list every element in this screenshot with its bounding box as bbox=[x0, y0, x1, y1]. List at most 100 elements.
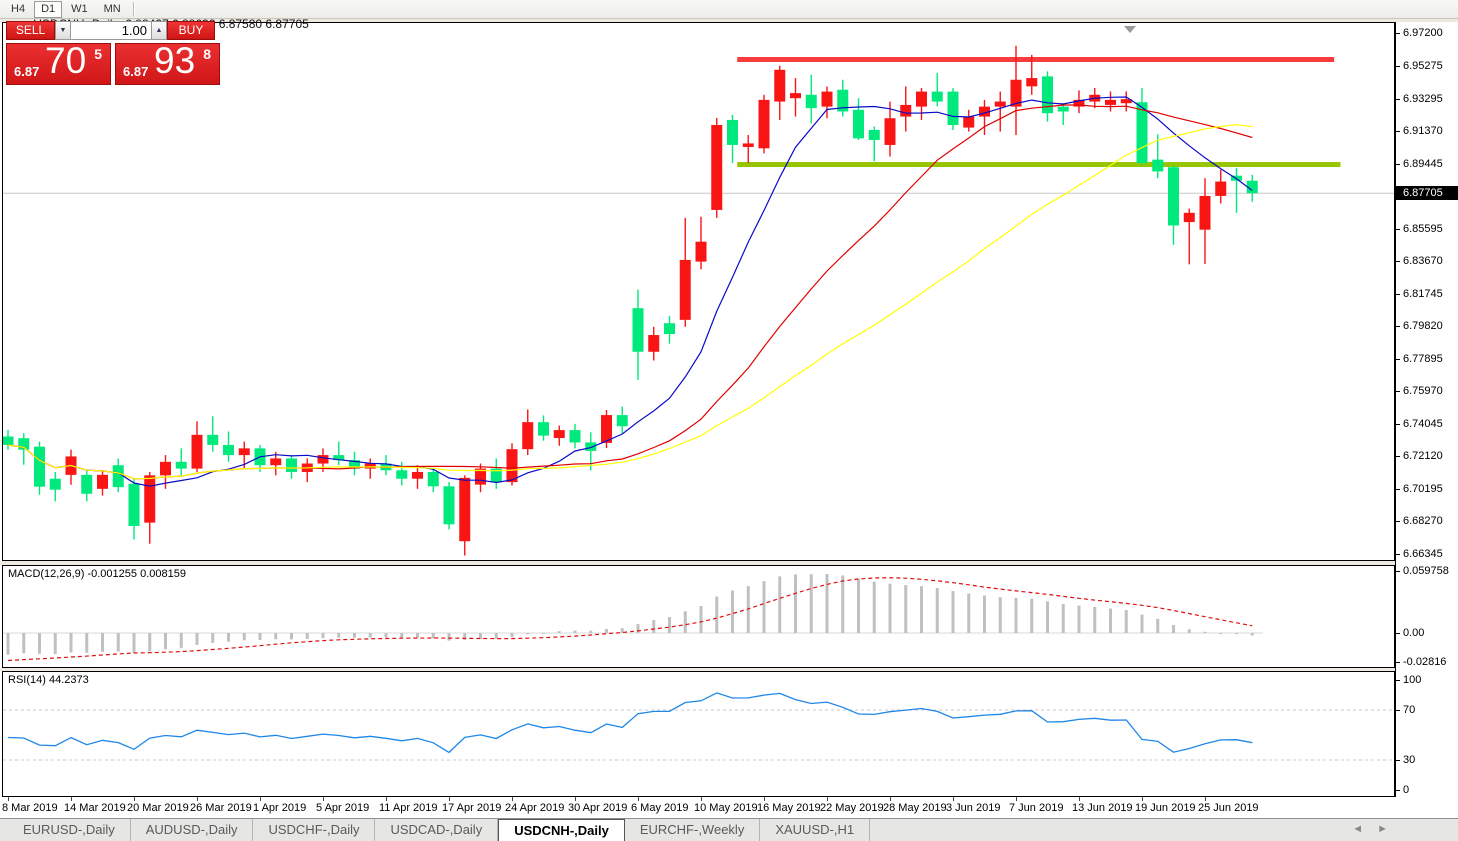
sell-button[interactable]: SELL bbox=[6, 21, 55, 40]
macd-histogram-bar bbox=[6, 633, 10, 655]
main-chart-panel[interactable] bbox=[2, 22, 1395, 561]
macd-histogram-bar bbox=[1046, 601, 1049, 633]
date-axis[interactable]: 8 Mar 2019 14 Mar 2019 20 Mar 2019 26 Mar 2… bbox=[0, 797, 1458, 818]
date-label[interactable]: 1 Apr 2019 bbox=[253, 802, 307, 814]
macd-scale-tick bbox=[1396, 571, 1400, 573]
candle-body bbox=[207, 434, 219, 445]
price-scale[interactable]: 6.97200 6.95275 6.93295 6.91370 6.89445 6.855… bbox=[1395, 22, 1458, 797]
candle-body bbox=[112, 465, 124, 488]
candle-body bbox=[1152, 159, 1164, 172]
candle-body bbox=[427, 471, 439, 487]
panel-splitter-macd[interactable] bbox=[0, 561, 1458, 565]
volume-increase-button[interactable]: ▲ bbox=[151, 21, 167, 40]
macd-histogram-bar bbox=[1124, 610, 1128, 633]
date-label[interactable]: 3 Jun 2019 bbox=[946, 802, 1001, 814]
sell-price-box[interactable]: 6.87 70 5 bbox=[6, 40, 111, 85]
tab-xauusd-h1[interactable]: XAUUSD-,H1 bbox=[760, 819, 871, 841]
support-line[interactable] bbox=[737, 162, 1341, 168]
price-label: 6.95275 bbox=[1403, 59, 1443, 72]
macd-histogram-bar bbox=[589, 630, 593, 633]
macd-histogram-bar bbox=[510, 633, 514, 638]
price-label: 6.74045 bbox=[1403, 417, 1443, 430]
price-label: 6.70195 bbox=[1403, 482, 1443, 495]
date-tick bbox=[386, 797, 387, 801]
candle-body bbox=[1105, 99, 1116, 105]
macd-panel[interactable]: MACD(12,26,9) -0.001255 0.008159 bbox=[2, 565, 1395, 668]
date-label[interactable]: 7 Jun 2019 bbox=[1009, 802, 1064, 814]
tab-scroll-left-icon[interactable]: ◄ bbox=[1352, 823, 1364, 835]
macd-histogram-bar bbox=[384, 633, 388, 638]
candle-body bbox=[18, 438, 30, 450]
date-label[interactable]: 19 Jun 2019 bbox=[1135, 802, 1196, 814]
date-label[interactable]: 11 Apr 2019 bbox=[379, 802, 438, 814]
date-label[interactable]: 6 May 2019 bbox=[631, 802, 689, 814]
date-tick bbox=[512, 797, 513, 801]
date-label[interactable]: 25 Jun 2019 bbox=[1198, 802, 1259, 814]
candle-body bbox=[317, 455, 329, 464]
volume-input[interactable] bbox=[71, 21, 151, 40]
date-label[interactable]: 22 May 2019 bbox=[820, 802, 884, 814]
candle-body bbox=[160, 461, 171, 476]
macd-histogram-bar bbox=[825, 574, 829, 633]
tab-usdcad-daily[interactable]: USDCAD-,Daily bbox=[375, 819, 499, 841]
timeframe-button-mn[interactable]: MN bbox=[103, 2, 121, 15]
date-label[interactable]: 13 Jun 2019 bbox=[1072, 802, 1133, 814]
macd-histogram-bar bbox=[809, 574, 813, 633]
macd-histogram-bar bbox=[920, 586, 923, 633]
candle-body bbox=[664, 323, 675, 335]
tab-eurchf-weekly[interactable]: EURCHF-,Weekly bbox=[625, 819, 761, 841]
rsi-scale-label: 0 bbox=[1403, 784, 1410, 796]
macd-histogram-bar bbox=[463, 633, 467, 641]
date-label[interactable]: 17 Apr 2019 bbox=[442, 802, 502, 814]
rsi-panel[interactable]: RSI(14) 44.2373 bbox=[2, 671, 1395, 797]
candle-body bbox=[1183, 212, 1195, 223]
fast-ma bbox=[7, 96, 1253, 487]
timeframe-button-w1[interactable]: W1 bbox=[71, 2, 88, 15]
price-tick bbox=[1396, 98, 1400, 100]
candle-body bbox=[868, 129, 880, 141]
macd-histogram-bar bbox=[368, 633, 372, 638]
date-label[interactable]: 14 Mar 2019 bbox=[64, 802, 126, 814]
macd-scale-label: 0.00 bbox=[1403, 627, 1425, 639]
timeframe-button-d1[interactable]: D1 bbox=[34, 0, 63, 18]
tab-usdchf-daily[interactable]: USDCHF-,Daily bbox=[253, 819, 376, 841]
macd-histogram-bar bbox=[353, 633, 356, 638]
macd-histogram-bar bbox=[983, 595, 986, 633]
macd-histogram-bar bbox=[636, 624, 640, 633]
date-label[interactable]: 20 Mar 2019 bbox=[127, 802, 189, 814]
tab-scroll-right-icon[interactable]: ► bbox=[1377, 823, 1388, 835]
date-label[interactable]: 24 Apr 2019 bbox=[505, 802, 565, 814]
tab-usdcnh-daily[interactable]: USDCNH-,Daily bbox=[498, 819, 625, 841]
candlestick-chart[interactable] bbox=[3, 23, 1394, 560]
date-tick bbox=[134, 797, 135, 801]
volume-decrease-button[interactable]: ▼ bbox=[55, 21, 71, 40]
macd-histogram-bar bbox=[290, 633, 293, 640]
date-label[interactable]: 10 May 2019 bbox=[694, 802, 758, 814]
timeframe-toolbar: H4 D1 W1 MN bbox=[0, 0, 1458, 19]
date-label[interactable]: 8 Mar 2019 bbox=[2, 802, 58, 814]
macd-histogram-bar bbox=[132, 633, 136, 654]
macd-scale-label: -0.02816 bbox=[1403, 656, 1447, 669]
price-label: 6.68270 bbox=[1403, 515, 1443, 528]
date-label[interactable]: 28 May 2019 bbox=[883, 802, 947, 814]
candle-body bbox=[601, 415, 612, 443]
date-label[interactable]: 30 Apr 2019 bbox=[568, 802, 628, 814]
tab-eurusd-daily[interactable]: EURUSD-,Daily bbox=[8, 819, 131, 841]
resistance-line[interactable] bbox=[737, 57, 1335, 63]
date-label[interactable]: 26 Mar 2019 bbox=[190, 802, 252, 814]
timeframe-button-h4[interactable]: H4 bbox=[11, 2, 26, 15]
candle-body bbox=[853, 109, 864, 139]
tab-audusd-daily[interactable]: AUDUSD-,Daily bbox=[131, 819, 254, 841]
date-label[interactable]: 16 May 2019 bbox=[757, 802, 821, 814]
macd-histogram-bar bbox=[1014, 597, 1018, 633]
price-label: 6.83670 bbox=[1403, 255, 1443, 268]
candle-body bbox=[979, 106, 990, 117]
tab-scroll-controls: ◄ ► bbox=[1352, 822, 1388, 836]
macd-histogram-bar bbox=[857, 578, 860, 633]
candle-body bbox=[553, 430, 565, 439]
date-label[interactable]: 5 Apr 2019 bbox=[316, 802, 370, 814]
buy-price-box[interactable]: 6.87 93 8 bbox=[115, 40, 220, 85]
candle-body bbox=[632, 308, 644, 352]
panel-splitter-rsi[interactable] bbox=[0, 668, 1458, 671]
buy-button[interactable]: BUY bbox=[167, 21, 215, 40]
